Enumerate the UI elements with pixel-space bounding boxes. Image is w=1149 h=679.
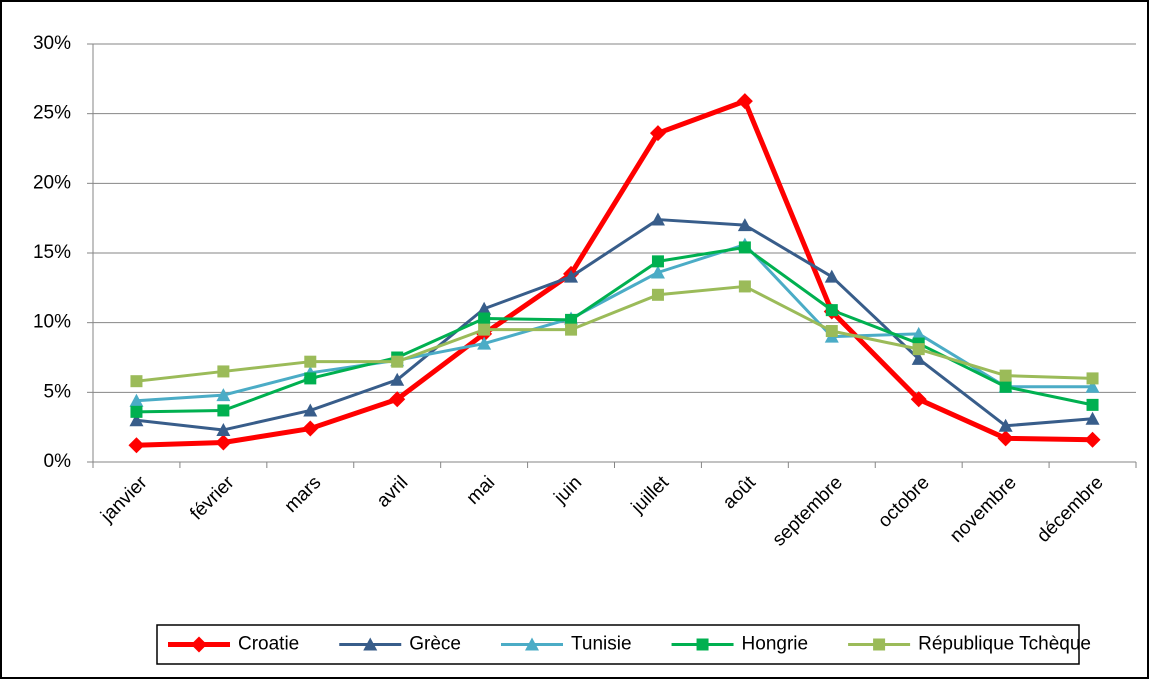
marker xyxy=(302,420,319,437)
marker xyxy=(696,638,709,651)
marker xyxy=(649,125,666,142)
marker xyxy=(564,269,579,283)
marker xyxy=(128,437,145,454)
y-tick-label: 15% xyxy=(33,242,71,263)
marker xyxy=(912,343,925,356)
marker xyxy=(1085,411,1100,425)
marker xyxy=(391,355,404,368)
legend-label: Croatie xyxy=(238,634,299,655)
marker xyxy=(997,430,1014,447)
marker xyxy=(736,93,753,110)
marker xyxy=(216,388,231,402)
marker xyxy=(477,301,492,315)
marker xyxy=(390,372,405,386)
marker xyxy=(129,413,144,427)
y-tick-label: 20% xyxy=(33,172,71,193)
marker xyxy=(1085,379,1100,393)
marker xyxy=(999,380,1012,393)
y-tick-label: 25% xyxy=(33,103,71,124)
marker xyxy=(911,326,926,340)
marker xyxy=(478,312,491,325)
marker xyxy=(1086,372,1099,385)
y-tick-label: 5% xyxy=(44,381,72,402)
marker xyxy=(651,255,664,268)
marker xyxy=(999,369,1012,382)
marker xyxy=(191,636,207,653)
y-tick-label: 0% xyxy=(44,451,72,472)
marker xyxy=(824,269,839,283)
legend-label: Hongrie xyxy=(742,634,809,655)
legend-box xyxy=(156,624,1080,665)
marker xyxy=(216,422,231,436)
marker xyxy=(478,323,491,336)
marker xyxy=(737,218,752,232)
marker xyxy=(738,241,751,254)
legend: Croatie Grèce Tunisie Hongrie République Tch… xyxy=(156,624,1091,665)
marker xyxy=(130,405,143,418)
series-line xyxy=(136,98,1093,448)
marker xyxy=(363,637,378,651)
marker xyxy=(304,355,317,368)
series-line xyxy=(136,218,1093,432)
series-line xyxy=(136,284,1093,383)
marker xyxy=(910,391,927,408)
marker xyxy=(873,638,886,651)
marker xyxy=(565,313,578,326)
marker xyxy=(215,434,232,451)
legend-label: Grèce xyxy=(409,634,461,655)
marker xyxy=(651,288,664,301)
marker xyxy=(525,637,539,651)
marker xyxy=(650,212,665,226)
legend-label: République Tchèque xyxy=(918,634,1091,655)
marker xyxy=(825,304,838,317)
marker xyxy=(129,393,144,407)
marker xyxy=(738,280,751,293)
marker xyxy=(217,365,230,378)
series-line xyxy=(136,243,1093,403)
legend-label: Tunisie xyxy=(571,634,632,655)
marker xyxy=(389,391,406,408)
marker xyxy=(130,375,143,388)
marker xyxy=(565,323,578,336)
marker xyxy=(650,265,665,279)
marker xyxy=(303,403,318,417)
marker xyxy=(1084,431,1101,448)
marker xyxy=(217,404,230,417)
marker xyxy=(477,336,492,350)
marker xyxy=(304,372,317,385)
marker xyxy=(911,351,926,365)
marker xyxy=(998,418,1013,432)
marker xyxy=(1086,398,1099,411)
marker xyxy=(825,325,838,338)
y-tick-label: 30% xyxy=(33,33,71,54)
y-tick-label: 10% xyxy=(33,312,71,333)
series-line xyxy=(136,245,1093,414)
